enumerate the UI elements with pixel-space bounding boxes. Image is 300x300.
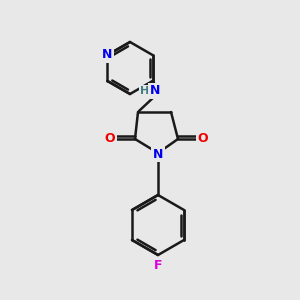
Text: N: N — [153, 148, 163, 160]
Text: O: O — [198, 133, 208, 146]
Text: H: H — [140, 86, 150, 96]
Text: F: F — [154, 259, 162, 272]
Text: N: N — [102, 49, 113, 62]
Text: O: O — [105, 133, 115, 146]
Text: N: N — [150, 85, 160, 98]
